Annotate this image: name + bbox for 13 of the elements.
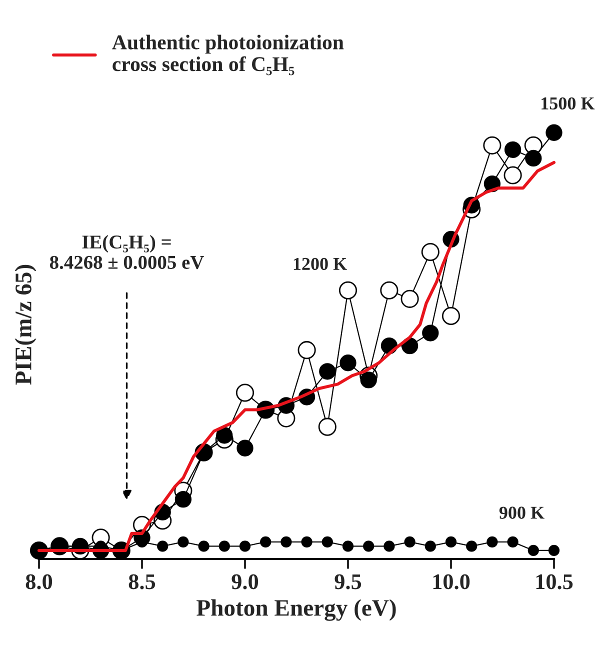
x-tick-label: 8.0: [26, 574, 52, 590]
series-label: 900 K: [499, 506, 544, 519]
x-tick-label: 9.5: [334, 574, 362, 590]
annotation: IE(C₅H₅) = 8.4268 ± 0.0005 eV: [50, 234, 204, 270]
series-label: 1200 K: [294, 258, 347, 270]
x-tick-label: 8.5: [128, 574, 156, 590]
x-tick-label: 9.0: [232, 574, 258, 590]
x-tick-label: 10.0: [433, 574, 470, 590]
series-label: 1500 K: [542, 97, 595, 110]
y-axis-title: PIE(m/z 65): [14, 264, 36, 385]
x-axis-title: Photon Energy (eV): [196, 599, 396, 621]
x-tick-label: 10.5: [536, 574, 573, 590]
legend-label: Authentic photoionization cross section of C₅H₅: [112, 34, 344, 76]
